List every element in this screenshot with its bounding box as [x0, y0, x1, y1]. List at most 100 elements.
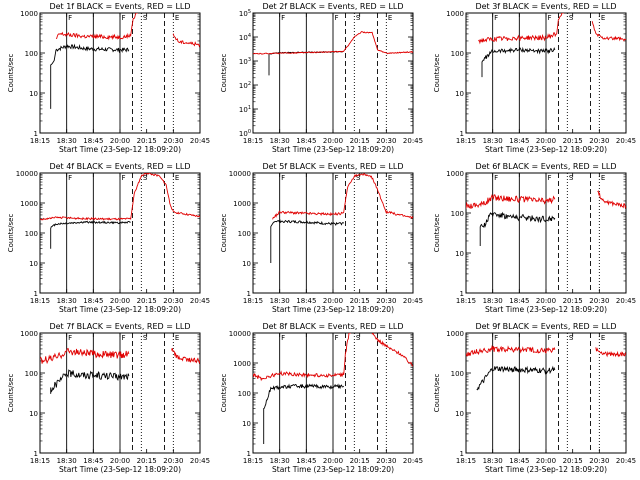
y-tick-label: 100	[239, 129, 251, 138]
series-group	[40, 173, 200, 249]
lld-series-line	[253, 333, 351, 382]
y-tick-label: 104	[239, 33, 251, 42]
chart-title: Det 7f BLACK = Events, RED = LLD	[49, 322, 190, 331]
x-tick-label: 20:30	[163, 457, 183, 465]
x-axis-label: Start Time (23-Sep-12 18:09:20)	[485, 305, 607, 314]
x-tick-label: 18:45	[509, 297, 529, 305]
y-tick-label: 105	[239, 9, 251, 18]
y-tick-label: 100	[451, 50, 464, 58]
y-axis-label: Counts/sec	[7, 54, 15, 93]
x-tick-label: 18:45	[509, 457, 529, 465]
event-marker-label: S	[569, 14, 574, 22]
x-tick-label: 20:00	[110, 457, 130, 465]
event-marker-label: F	[68, 174, 72, 182]
x-axis-label: Start Time (23-Sep-12 18:09:20)	[59, 145, 181, 154]
chart-title: Det 2f BLACK = Events, RED = LLD	[262, 2, 403, 11]
y-tick-exponent: 4	[248, 33, 251, 39]
x-tick-label: 20:15	[563, 297, 583, 305]
x-tick-label: 20:00	[110, 137, 130, 145]
y-tick-label: 10	[455, 90, 464, 98]
x-tick-label: 20:45	[190, 137, 210, 145]
x-tick-label: 20:45	[616, 137, 636, 145]
x-tick-label: 20:15	[137, 137, 157, 145]
y-axis-label: Counts/sec	[220, 214, 228, 253]
series-group	[253, 31, 413, 76]
event-marker-label: S	[143, 174, 148, 182]
x-tick-label: 20:15	[137, 297, 157, 305]
y-tick-label: 100	[238, 230, 251, 238]
event-marker-label: F	[494, 334, 498, 342]
y-tick-label: 100	[451, 210, 464, 218]
lld-series-line	[591, 21, 626, 42]
y-tick-label: 1000	[20, 10, 38, 18]
x-tick-label: 20:30	[163, 297, 183, 305]
y-tick-label: 100	[25, 230, 38, 238]
x-tick-label: 18:45	[509, 137, 529, 145]
x-tick-label: 18:45	[296, 457, 316, 465]
lld-series-line	[171, 347, 200, 365]
lld-series-line	[172, 33, 200, 48]
chart-panel-9: Det 9f BLACK = Events, RED = LLD 18:15 18:…	[433, 322, 636, 474]
x-tick-label: 20:00	[323, 137, 343, 145]
chart-panel-8: Det 8f BLACK = Events, RED = LLD 18:15 18:…	[220, 322, 423, 474]
event-marker-label: F	[494, 174, 498, 182]
x-axis-label: Start Time (23-Sep-12 18:09:20)	[272, 305, 394, 314]
x-tick-label: 20:30	[589, 457, 609, 465]
chart-panel-3: Det 3f BLACK = Events, RED = LLD 18:15 18:…	[433, 2, 636, 154]
event-marker-label: F	[548, 334, 552, 342]
lld-series-line	[40, 347, 130, 365]
y-tick-label: 100	[25, 50, 38, 58]
lld-series-line	[371, 333, 413, 367]
event-marker-label: F	[335, 334, 339, 342]
event-marker-label: E	[388, 334, 392, 342]
y-tick-label: 1	[34, 130, 38, 138]
x-tick-label: 20:45	[616, 457, 636, 465]
x-tick-label: 18:30	[270, 457, 290, 465]
lld-series-line	[55, 13, 138, 41]
event-marker-label: F	[335, 174, 339, 182]
x-tick-label: 18:45	[83, 137, 103, 145]
x-axis-label: Start Time (23-Sep-12 18:09:20)	[485, 465, 607, 474]
x-tick-label: 20:15	[350, 457, 370, 465]
event-marker-label: E	[601, 174, 605, 182]
event-marker-label: F	[548, 14, 552, 22]
x-tick-label: 18:30	[483, 457, 503, 465]
y-tick-exponent: 5	[248, 9, 251, 15]
x-tick-label: 18:15	[30, 457, 50, 465]
x-tick-label: 20:15	[563, 457, 583, 465]
series-group	[466, 190, 626, 246]
y-tick-label: 100	[238, 390, 251, 398]
x-tick-label: 20:00	[323, 297, 343, 305]
event-marker-label: F	[122, 334, 126, 342]
y-axis-label: Counts/sec	[433, 214, 441, 253]
event-marker-label: S	[356, 14, 361, 22]
x-tick-label: 20:45	[403, 457, 423, 465]
event-marker-label: F	[122, 14, 126, 22]
y-tick-label: 101	[239, 105, 251, 114]
x-tick-label: 20:45	[190, 457, 210, 465]
y-tick-exponent: 0	[248, 129, 251, 135]
event-marker-label: S	[569, 174, 574, 182]
y-axis-label: Counts/sec	[433, 54, 441, 93]
chart-title: Det 9f BLACK = Events, RED = LLD	[475, 322, 616, 331]
x-axis-label: Start Time (23-Sep-12 18:09:20)	[59, 305, 181, 314]
series-group	[466, 344, 626, 391]
chart-panel-4: Det 4f BLACK = Events, RED = LLD 18:15 18:…	[7, 162, 210, 314]
x-axis-label: Start Time (23-Sep-12 18:09:20)	[59, 465, 181, 474]
lld-series-line	[40, 173, 200, 221]
event-marker-label: E	[175, 14, 179, 22]
y-tick-label: 102	[239, 81, 251, 90]
y-tick-label: 1000	[446, 10, 464, 18]
x-tick-label: 20:45	[190, 297, 210, 305]
x-tick-label: 18:30	[483, 137, 503, 145]
lld-series-line	[595, 347, 626, 358]
x-tick-label: 18:30	[57, 137, 77, 145]
event-marker-label: E	[175, 174, 179, 182]
x-axis-label: Start Time (23-Sep-12 18:09:20)	[272, 465, 394, 474]
y-tick-exponent: 3	[248, 57, 251, 63]
series-group	[270, 173, 413, 263]
y-tick-label: 1	[34, 450, 38, 458]
event-marker-label: S	[143, 334, 148, 342]
lld-series-line	[253, 31, 413, 55]
